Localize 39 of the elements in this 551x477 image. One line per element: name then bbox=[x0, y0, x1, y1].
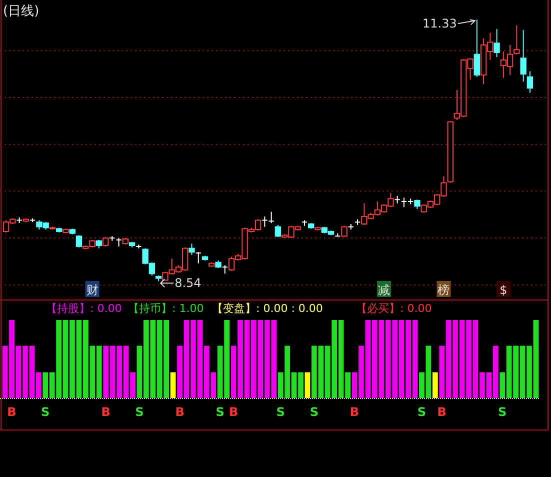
candlestick bbox=[188, 243, 195, 256]
x-tick-label: S bbox=[135, 405, 144, 419]
x-tick-label: S bbox=[216, 405, 224, 419]
x-tick-label: $ bbox=[500, 283, 508, 297]
candlestick bbox=[494, 28, 500, 58]
candlestick bbox=[195, 252, 202, 264]
chart-title: (日线) bbox=[3, 4, 40, 19]
x-tick-label: S bbox=[417, 405, 426, 419]
candlestick bbox=[274, 224, 282, 238]
candlestick bbox=[262, 216, 268, 228]
x-tick-label: S bbox=[498, 405, 507, 419]
candlestick bbox=[76, 234, 82, 248]
candlestick bbox=[414, 199, 420, 210]
candlestick bbox=[268, 211, 274, 224]
x-tick-label: B bbox=[7, 405, 16, 419]
x-tick-label: S bbox=[276, 405, 285, 419]
candlestick bbox=[520, 29, 526, 82]
text: 【必买】: 0.00 bbox=[356, 302, 432, 315]
candlestick bbox=[526, 70, 534, 94]
text: 【持币】: 1.00 bbox=[128, 302, 204, 315]
x-tick-label: S bbox=[310, 405, 319, 419]
x-tick-label: B bbox=[437, 405, 446, 419]
annotation: 8.54 bbox=[174, 276, 202, 290]
candlestick bbox=[102, 236, 109, 247]
text: 【持股】: 0.00 bbox=[46, 302, 122, 315]
x-tick-label: B bbox=[175, 405, 184, 419]
candlestick bbox=[474, 19, 480, 78]
x-tick-label: 榜 bbox=[438, 283, 450, 297]
text: 【变盘】: 0.00 : 0.00 bbox=[212, 302, 323, 315]
annotation: 11.33 bbox=[422, 16, 457, 31]
x-tick-label: B bbox=[228, 405, 238, 419]
x-tick-label: 减 bbox=[378, 283, 390, 297]
x-tick-label: B bbox=[101, 405, 110, 419]
x-tick-label: B bbox=[350, 405, 360, 419]
candlestick bbox=[514, 24, 520, 55]
candlestick bbox=[341, 225, 348, 238]
x-tick-label: 财 bbox=[86, 283, 98, 297]
candlestick bbox=[301, 220, 308, 226]
x-tick-label: S bbox=[41, 405, 50, 419]
